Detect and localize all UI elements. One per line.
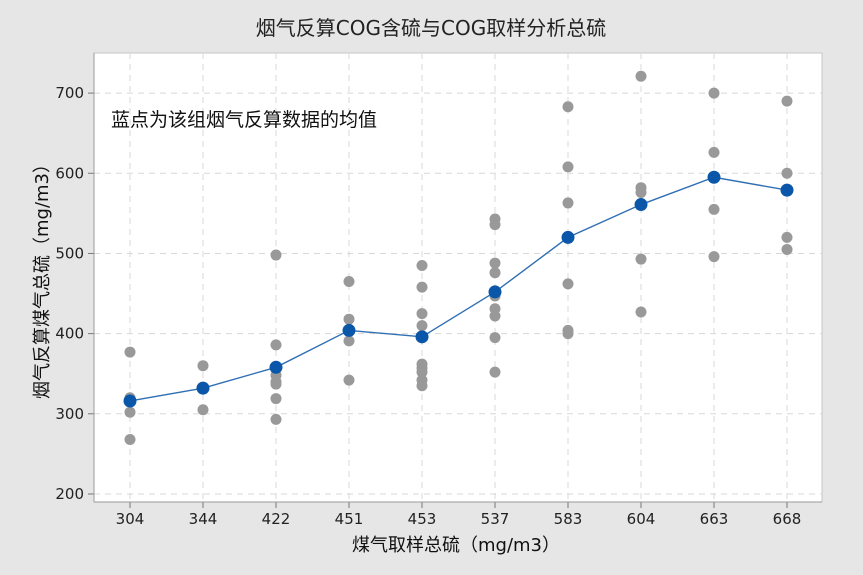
- data-points-layer: [124, 70, 793, 445]
- x-tick-label: 344: [189, 510, 218, 528]
- x-tick-label: 583: [554, 510, 583, 528]
- data-point: [635, 253, 647, 265]
- mean-line: [129, 176, 788, 402]
- data-point: [708, 251, 720, 263]
- data-point: [343, 276, 355, 288]
- mean-point: [707, 170, 721, 184]
- data-point: [416, 380, 428, 392]
- y-tick-label: 400: [55, 325, 84, 343]
- axes: [88, 53, 822, 508]
- x-tick-label: 422: [262, 510, 291, 528]
- data-point: [562, 161, 574, 173]
- data-point: [781, 167, 793, 179]
- data-point: [489, 366, 501, 378]
- x-tick-label: 604: [627, 510, 656, 528]
- mean-point: [415, 330, 429, 344]
- data-point: [416, 281, 428, 293]
- mean-point: [780, 183, 794, 197]
- mean-point: [561, 230, 575, 244]
- tick-labels: 304 344 422 451 453 537 583 604 663 668 200 300 400 5…: [55, 84, 801, 528]
- data-point: [270, 249, 282, 261]
- data-point: [781, 231, 793, 243]
- data-point: [708, 87, 720, 99]
- x-tick-label: 537: [481, 510, 510, 528]
- data-point: [635, 70, 647, 82]
- data-point: [416, 308, 428, 320]
- y-tick-label: 500: [55, 244, 84, 262]
- y-tick-label: 300: [55, 405, 84, 423]
- y-axis-label: 烟气反算煤气总硫（mg/m3）: [32, 155, 53, 399]
- data-point: [635, 306, 647, 318]
- y-tick-label: 200: [55, 485, 84, 503]
- chart-title: 烟气反算COG含硫与COG取样分析总硫: [256, 16, 606, 40]
- data-point: [489, 332, 501, 344]
- x-tick-label: 304: [116, 510, 145, 528]
- mean-point: [634, 198, 648, 212]
- mean-line-layer: [129, 176, 788, 402]
- data-point: [270, 378, 282, 390]
- data-point: [489, 267, 501, 279]
- x-tick-label: 663: [700, 510, 729, 528]
- data-point: [562, 101, 574, 113]
- data-point: [343, 335, 355, 347]
- data-point: [416, 259, 428, 271]
- data-point: [781, 243, 793, 255]
- data-point: [197, 404, 209, 416]
- chart-annotation: 蓝点为该组烟气反算数据的均值: [111, 109, 377, 131]
- y-tick-label: 700: [55, 84, 84, 102]
- data-point: [416, 366, 428, 378]
- mean-point: [269, 360, 283, 374]
- data-point: [270, 339, 282, 351]
- data-point: [562, 197, 574, 209]
- mean-point: [196, 381, 210, 395]
- data-point: [708, 146, 720, 158]
- data-point: [708, 203, 720, 215]
- y-tick-label: 600: [55, 164, 84, 182]
- x-tick-label: 451: [335, 510, 364, 528]
- data-point: [270, 393, 282, 405]
- data-point: [124, 406, 136, 418]
- data-point: [124, 346, 136, 358]
- data-point: [124, 433, 136, 445]
- data-point: [562, 328, 574, 340]
- grid-lines: [94, 53, 822, 502]
- data-point: [270, 413, 282, 425]
- mean-points-layer: [123, 170, 794, 408]
- x-tick-label: 453: [408, 510, 437, 528]
- data-point: [781, 95, 793, 107]
- data-point: [489, 310, 501, 322]
- data-point: [489, 219, 501, 231]
- mean-point: [488, 285, 502, 299]
- data-point: [635, 187, 647, 199]
- mean-point: [123, 394, 137, 408]
- data-point: [343, 374, 355, 386]
- data-point: [562, 278, 574, 290]
- data-point: [343, 313, 355, 325]
- plot-area: [93, 52, 823, 503]
- data-point: [197, 360, 209, 372]
- data-point: [416, 320, 428, 332]
- mean-point: [342, 323, 356, 337]
- x-tick-label: 668: [773, 510, 802, 528]
- data-point: [489, 257, 501, 269]
- x-axis-label: 煤气取样总硫（mg/m3）: [352, 535, 560, 556]
